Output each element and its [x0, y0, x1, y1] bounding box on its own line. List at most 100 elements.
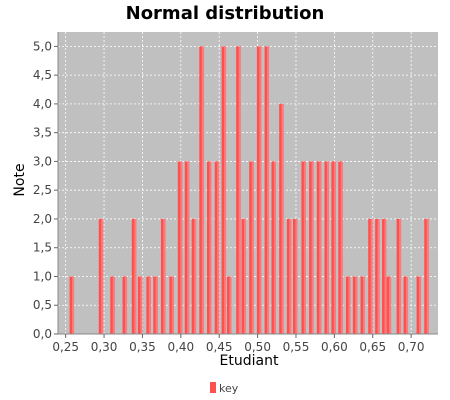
y-axis-label: Note	[12, 163, 28, 196]
bar-body	[286, 218, 292, 334]
bar-highlight	[333, 161, 336, 334]
bar-highlight	[399, 218, 402, 334]
bar-body	[214, 161, 220, 334]
bar-highlight	[125, 276, 128, 334]
x-tick-label: 0,30	[91, 340, 118, 354]
bar-body	[160, 218, 166, 334]
bar-highlight	[311, 161, 314, 334]
bar-highlight	[303, 161, 306, 334]
bar-highlight	[377, 218, 380, 334]
bar	[301, 161, 306, 334]
bar-highlight	[348, 276, 351, 334]
bar	[264, 46, 270, 334]
bar-body	[122, 276, 128, 334]
bar	[137, 276, 143, 334]
legend-label: key	[219, 382, 239, 395]
bar-highlight	[187, 161, 190, 334]
bar	[177, 161, 183, 334]
bar-highlight	[101, 218, 104, 334]
bar	[236, 46, 241, 334]
bar	[279, 103, 284, 335]
bar-highlight	[163, 218, 166, 334]
bar-highlight	[426, 218, 429, 334]
bar-highlight	[340, 161, 343, 334]
bar-highlight	[134, 218, 137, 334]
bar	[345, 276, 351, 334]
bar	[324, 161, 329, 334]
bar	[153, 276, 158, 334]
y-tick-label: 0,0	[33, 327, 52, 341]
bar	[160, 218, 166, 334]
bar-highlight	[140, 276, 143, 334]
bar	[249, 161, 254, 334]
plot-area	[58, 32, 438, 334]
bar-body	[131, 218, 137, 334]
bar-highlight	[209, 161, 212, 334]
chart-title: Normal distribution	[125, 3, 325, 24]
y-tick-label: 0,5	[33, 298, 52, 312]
bar	[191, 218, 197, 334]
bar-highlight	[267, 46, 270, 334]
y-tick-label: 1,5	[33, 241, 52, 255]
bar-highlight	[229, 276, 232, 334]
bar-body	[226, 276, 232, 334]
axes	[57, 32, 438, 335]
bar-highlight	[319, 161, 322, 334]
bar-body	[403, 276, 408, 334]
bar	[256, 46, 262, 334]
bar	[184, 161, 190, 334]
bar-body	[98, 218, 104, 334]
x-tick-label: 0,70	[398, 340, 425, 354]
bar-body	[386, 276, 392, 334]
bar-highlight	[362, 276, 365, 334]
y-axis-ticks: 0,0 0,5 1,0 1,5 2,0 2,5 3,0 3,5 4,0 4,5 5,0	[33, 39, 58, 341]
bar	[382, 218, 387, 334]
x-axis-label: Etudiant	[220, 353, 279, 369]
bar-highlight	[194, 218, 197, 334]
y-tick-label: 3,0	[33, 154, 52, 168]
bar	[416, 276, 422, 334]
bar-highlight	[201, 46, 204, 334]
bar-body	[301, 161, 306, 334]
bar-highlight	[112, 276, 115, 334]
bar-body	[292, 218, 298, 334]
bar	[331, 161, 336, 334]
bar-body	[199, 46, 204, 334]
legend: key	[210, 382, 239, 395]
bar-body	[324, 161, 329, 334]
bar-highlight	[72, 276, 75, 334]
y-tick-label: 2,0	[33, 212, 52, 226]
x-axis-ticks: 0,25 0,30 0,35 0,40 0,45 0,50 0,55 0,60 0,65 0,70	[52, 334, 424, 354]
legend-swatch	[210, 382, 216, 393]
bar-body	[375, 218, 380, 334]
bar-body	[221, 46, 227, 334]
bar-body	[271, 161, 276, 334]
bar-highlight	[326, 161, 329, 334]
bar-body	[169, 276, 174, 334]
bar-highlight	[259, 46, 262, 334]
bar-body	[345, 276, 351, 334]
bar	[214, 161, 220, 334]
bar	[131, 218, 137, 334]
bar	[110, 276, 115, 334]
x-tick-label: 0,35	[129, 340, 156, 354]
bar-highlight	[355, 276, 358, 334]
x-tick-label: 0,60	[321, 340, 348, 354]
bar-body	[241, 218, 247, 334]
x-tick-label: 0,25	[52, 340, 79, 354]
bar-highlight	[295, 218, 298, 334]
bar-highlight	[244, 218, 247, 334]
bar-body	[191, 218, 197, 334]
bar	[199, 46, 204, 334]
bar-body	[146, 276, 151, 334]
bar-body	[137, 276, 143, 334]
bar	[424, 218, 429, 334]
bar	[221, 46, 227, 334]
bar	[352, 276, 358, 334]
x-tick-label: 0,50	[244, 340, 271, 354]
bar	[403, 276, 408, 334]
bar-highlight	[273, 161, 276, 334]
bar-body	[396, 218, 402, 334]
bar-highlight	[238, 46, 241, 334]
